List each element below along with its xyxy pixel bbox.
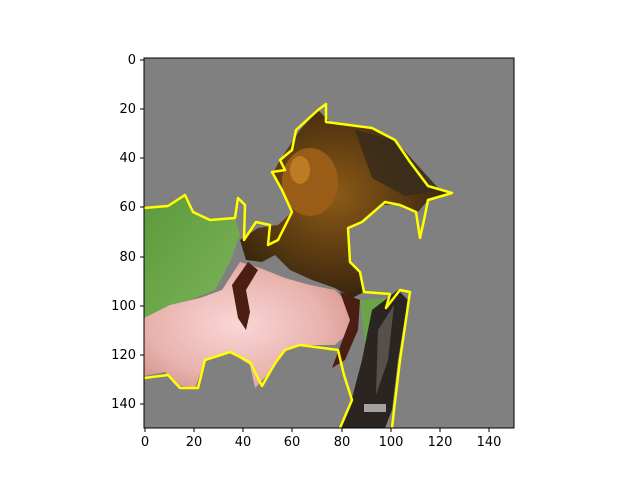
y-tick: 20 — [119, 102, 144, 117]
y-tick: 40 — [119, 151, 144, 166]
x-tick-label: 20 — [186, 435, 203, 450]
x-tick-label: 100 — [379, 435, 404, 450]
y-tick-label: 20 — [119, 102, 136, 117]
x-tick: 20 — [186, 428, 203, 450]
x-tick-label: 40 — [235, 435, 252, 450]
y-tick-label: 0 — [128, 53, 136, 68]
y-tick: 80 — [119, 250, 144, 265]
y-tick: 60 — [119, 200, 144, 215]
y-tick-label: 120 — [111, 348, 136, 363]
y-axis: 0 20 40 60 80 100 120 140 — [111, 53, 144, 412]
y-tick: 0 — [128, 53, 144, 68]
y-tick-label: 40 — [119, 151, 136, 166]
y-tick-label: 140 — [111, 397, 136, 412]
stick-label-artifact — [364, 404, 386, 412]
x-tick-label: 80 — [334, 435, 351, 450]
x-tick-label: 60 — [284, 435, 301, 450]
image-axes — [143, 57, 515, 429]
axes-frame — [143, 57, 515, 429]
x-tick: 40 — [235, 428, 252, 450]
stick-highlight — [376, 305, 394, 395]
x-tick: 60 — [284, 428, 301, 450]
y-tick-label: 100 — [111, 299, 136, 314]
y-tick-label: 60 — [119, 200, 136, 215]
insect-wing — [355, 130, 440, 196]
y-tick: 140 — [111, 397, 144, 412]
x-tick-label: 140 — [477, 435, 502, 450]
finger-region — [144, 262, 352, 388]
x-tick: 120 — [428, 428, 453, 450]
segmentation-contour — [144, 102, 454, 428]
y-tick: 100 — [111, 299, 144, 314]
x-tick: 80 — [334, 428, 351, 450]
x-tick: 0 — [141, 428, 149, 450]
x-axis: 0 20 40 60 80 100 120 140 — [141, 428, 502, 450]
x-tick-label: 120 — [428, 435, 453, 450]
x-tick-label: 0 — [141, 435, 149, 450]
insect-leg-left — [232, 262, 258, 330]
insect-leg-right — [332, 292, 360, 368]
leaf-region — [144, 195, 240, 318]
insect-head-highlight — [290, 156, 310, 184]
y-tick-label: 80 — [119, 250, 136, 265]
x-tick: 100 — [379, 428, 404, 450]
y-tick: 120 — [111, 348, 144, 363]
x-tick: 140 — [477, 428, 502, 450]
subject-image — [144, 110, 450, 428]
